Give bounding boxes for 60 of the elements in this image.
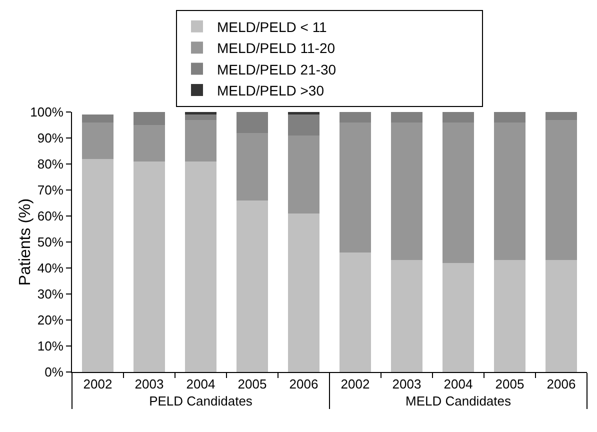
- bar: [184, 161, 217, 372]
- x-tick-label: 2003: [134, 376, 164, 392]
- text: PELD Candidates: [149, 394, 253, 409]
- bar: [339, 112, 372, 122]
- bar: [390, 260, 423, 372]
- y-tick-label: 10%: [37, 338, 64, 354]
- legend-label: MELD/PELD >30: [217, 82, 324, 98]
- y-tick-label: 20%: [37, 312, 64, 328]
- x-tick-label: 2006: [289, 376, 318, 392]
- legend-label: MELD/PELD 11-20: [217, 40, 336, 56]
- bar: [184, 112, 217, 115]
- bar: [133, 112, 166, 125]
- y-tick-label: 50%: [37, 234, 64, 250]
- x-tick-label: 2005: [495, 376, 524, 392]
- bar: [184, 114, 217, 120]
- y-tick-label: 60%: [37, 208, 64, 224]
- bar: [82, 122, 114, 159]
- bar: [133, 125, 166, 162]
- bar: [82, 158, 114, 372]
- y-tick-label: 70%: [37, 182, 64, 198]
- x-tick-label: 2004: [444, 376, 473, 392]
- bar: [288, 112, 320, 115]
- bar: [82, 114, 114, 122]
- bar: [545, 260, 578, 372]
- bar: [494, 112, 526, 122]
- legend-label: MELD/PELD 21-30: [217, 61, 336, 78]
- bar: [236, 112, 268, 133]
- bar: [545, 120, 578, 260]
- x-tick-label: 2002: [340, 376, 370, 392]
- bar: [339, 122, 372, 252]
- x-tick-label: 2006: [546, 376, 576, 392]
- bar: [288, 135, 320, 214]
- bar: [133, 161, 166, 372]
- x-tick-label: 2003: [392, 376, 422, 392]
- y-tick-label: 80%: [37, 156, 64, 172]
- y-tick-label: 40%: [37, 260, 64, 276]
- bar: [545, 112, 578, 120]
- bar: [442, 262, 474, 372]
- y-tick-label: 100%: [30, 104, 64, 120]
- bar: [236, 200, 268, 372]
- x-tick-label: 2004: [186, 376, 216, 392]
- x-tick-label: 2005: [238, 376, 267, 392]
- bar: [288, 213, 320, 372]
- bar: [390, 122, 423, 260]
- y-tick-label: 90%: [37, 130, 64, 146]
- x-tick-label: 2002: [83, 376, 112, 392]
- legend-label: MELD/PELD < 11: [217, 18, 328, 35]
- bar: [184, 120, 217, 162]
- bar: [494, 122, 526, 260]
- bar: [390, 112, 423, 122]
- bar: [236, 132, 268, 200]
- bar: [494, 260, 526, 372]
- text: MELD Candidates: [406, 394, 512, 409]
- y-tick-label: 30%: [37, 286, 64, 302]
- y-axis-title: Patients (%): [17, 198, 34, 286]
- y-tick-label: 0%: [44, 364, 64, 380]
- bar: [339, 252, 372, 372]
- bar: [442, 112, 474, 122]
- bar: [288, 114, 320, 136]
- bar: [442, 122, 474, 263]
